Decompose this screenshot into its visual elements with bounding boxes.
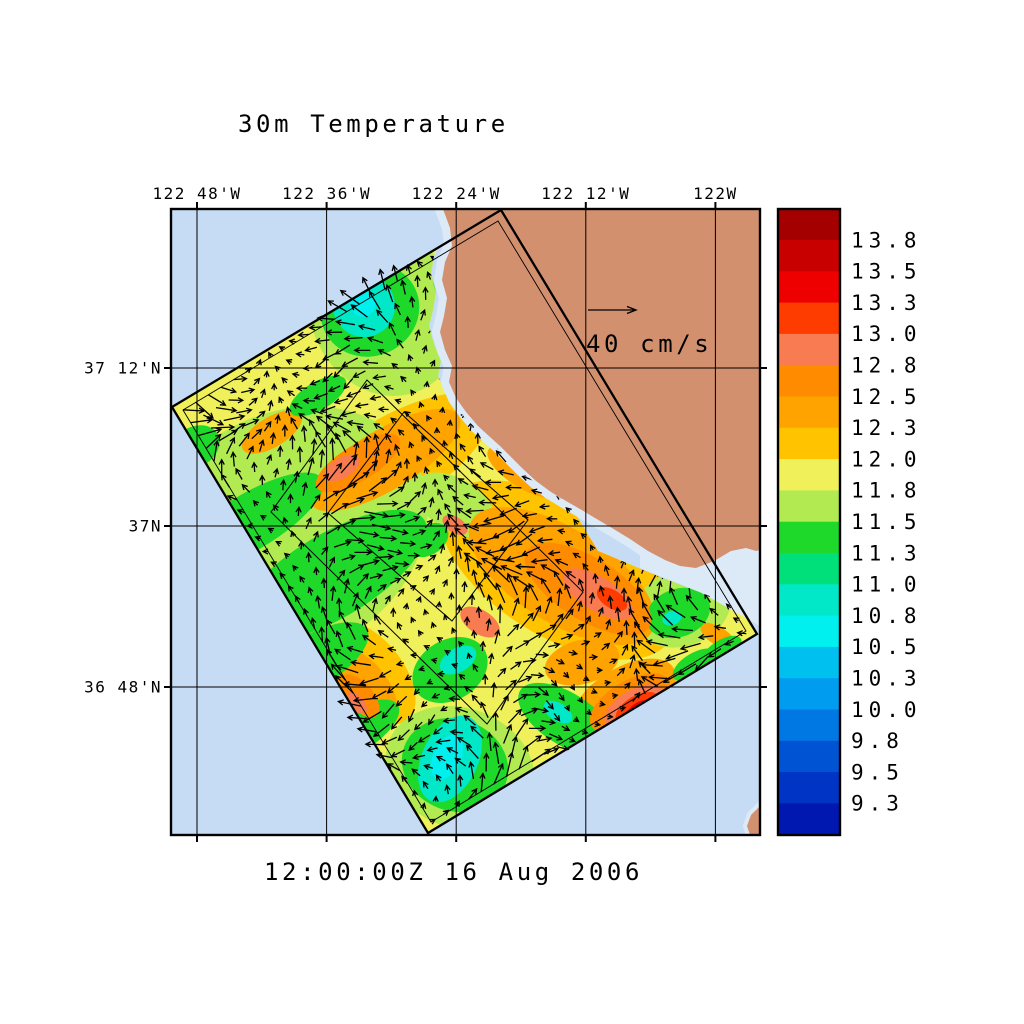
- vector-scale-label: 40 cm/s: [586, 330, 712, 358]
- colorbar-cell: [778, 709, 840, 742]
- timestamp-label: 12:00:00Z 16 Aug 2006: [264, 858, 643, 886]
- colorbar-cell: [778, 678, 840, 711]
- temperature-patch: [460, 606, 500, 638]
- land: [440, 209, 760, 568]
- island-ano-nuevo: [499, 439, 507, 447]
- colorbar-cell: [778, 333, 840, 366]
- x-tick-label: 122 36'W: [282, 184, 371, 203]
- nested-grid-line: [270, 379, 584, 725]
- temperature-patch: [544, 638, 620, 686]
- x-tick-label: 122 24'W: [412, 184, 501, 203]
- map-area: 122 48'W 122 36'W 122 24'W 122 12'W 122W 37 1…: [84, 184, 767, 842]
- y-tick-label: 37 12'N: [84, 359, 162, 378]
- colorbar-cell: [778, 584, 840, 617]
- colorbar-label: 12.8: [851, 354, 922, 378]
- colorbar-label: 10.8: [851, 604, 922, 628]
- temperature-patch: [430, 734, 464, 780]
- colorbar-label: 10.5: [851, 635, 922, 659]
- colorbar-cell: [778, 302, 840, 335]
- temperature-patch: [347, 692, 367, 714]
- temperature-patch: [662, 610, 682, 626]
- colorbar-cell: [778, 553, 840, 585]
- colorbar-label: 13.5: [851, 260, 922, 284]
- colorbar-label: 11.3: [851, 541, 922, 565]
- colorbar-cell: [778, 521, 840, 554]
- colorbar-label: 10.0: [851, 698, 922, 722]
- temperature-patch: [289, 375, 347, 417]
- colorbar-label: 13.3: [851, 291, 922, 315]
- colorbar-cell: [778, 240, 840, 272]
- current-vectors: [182, 216, 747, 825]
- frame-ticks: [164, 202, 767, 842]
- colorbar-label: 9.5: [851, 760, 904, 784]
- colorbar-label: 11.5: [851, 510, 922, 534]
- y-tick-label: 36 48'N: [84, 678, 162, 697]
- colorbar-label: 13.0: [851, 322, 922, 346]
- x-tick-label: 122 12'W: [541, 184, 630, 203]
- map-clip-group: [171, 209, 760, 835]
- model-domain-outline: [171, 209, 759, 835]
- colorbar-label: 9.3: [851, 792, 904, 816]
- temperature-patch: [340, 674, 380, 718]
- scale-arrow-icon: [588, 305, 638, 315]
- vector-scale-legend: 40 cm/s: [586, 305, 712, 358]
- temperature-patch: [241, 410, 303, 454]
- colorbar-cell: [778, 615, 840, 648]
- nested-grid-line: [327, 411, 529, 622]
- colorbar-label: 13.8: [851, 228, 922, 252]
- colorbar-cell: [778, 740, 840, 773]
- colorbar-border: [776, 207, 842, 837]
- colorbar-cell: [778, 365, 840, 398]
- map-frame: [169, 207, 762, 837]
- colorbar: 13.8 13.5 13.3 13.0 12.8 12.5 12.3 12.0 11.8 11.5…: [776, 207, 922, 837]
- land-big-sur: [747, 806, 760, 835]
- colorbar-cell: [778, 646, 840, 679]
- colorbar-label: 10.3: [851, 667, 922, 691]
- colorbar-label: 9.8: [851, 729, 904, 753]
- colorbar-cell: [778, 803, 840, 836]
- colorbar-cell: [778, 208, 840, 241]
- colorbar-cell: [778, 427, 840, 460]
- colorbar-cell: [778, 271, 840, 304]
- colorbar-cell: [778, 490, 840, 523]
- colorbar-label: 11.0: [851, 573, 922, 597]
- colorbar-cell: [778, 772, 840, 804]
- x-tick-label: 122W: [693, 184, 738, 203]
- colorbar-cell: [778, 396, 840, 429]
- x-tick-label: 122 48'W: [152, 184, 241, 203]
- y-tick-label: 37N: [129, 517, 162, 536]
- colorbar-label: 12.5: [851, 385, 922, 409]
- plot-title: 30m Temperature: [238, 110, 509, 138]
- colorbar-cell: [778, 459, 840, 491]
- colorbar-label: 12.0: [851, 447, 922, 471]
- colorbar-label: 12.3: [851, 416, 922, 440]
- temperature-patch: [442, 514, 468, 536]
- colorbar-label: 11.8: [851, 479, 922, 503]
